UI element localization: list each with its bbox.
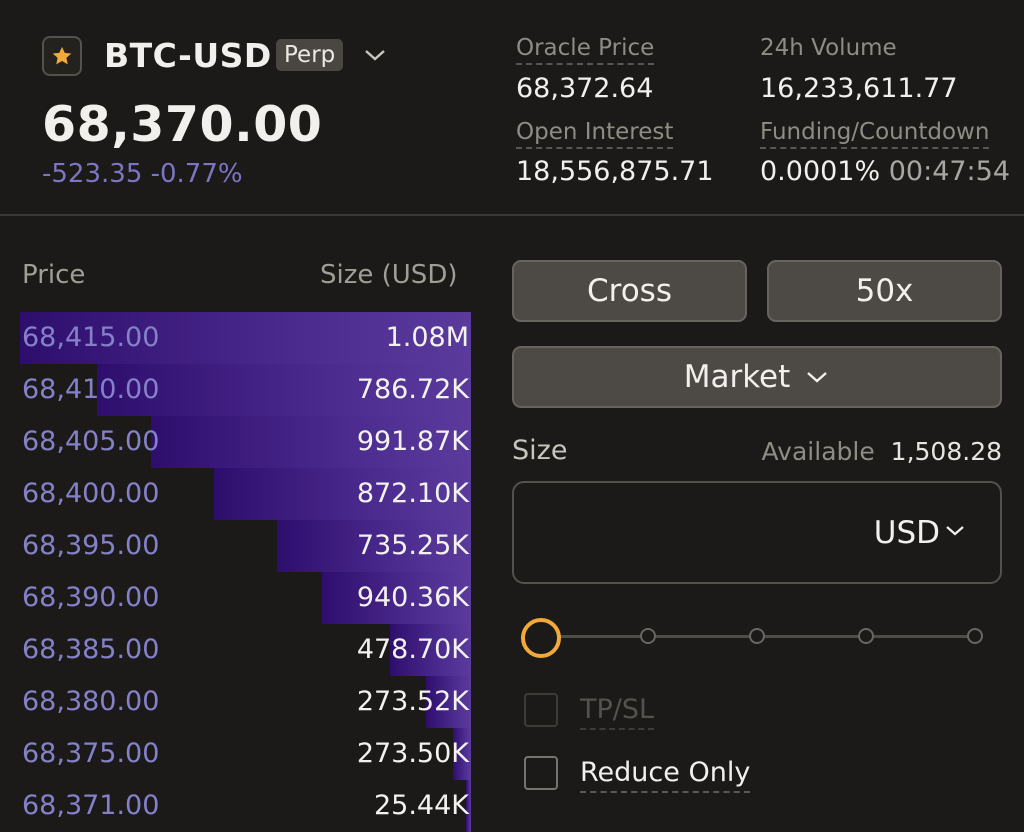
- reduce-only-checkbox[interactable]: [524, 756, 558, 790]
- orderbook-price: 68,390.00: [22, 582, 160, 613]
- orderbook-size: 25.44K: [373, 790, 469, 821]
- orderbook-size: 273.52K: [356, 686, 469, 717]
- orderbook-size-header: Size (USD): [320, 260, 458, 290]
- chevron-down-icon[interactable]: [944, 521, 966, 541]
- volume-label: 24h Volume: [760, 35, 897, 61]
- orderbook-size: 940.36K: [356, 582, 469, 613]
- funding-rate: 0.0001%: [760, 156, 881, 187]
- orderbook-size: 991.87K: [356, 426, 469, 457]
- oracle-price-label[interactable]: Oracle Price: [516, 33, 655, 65]
- size-label: Size: [512, 435, 568, 466]
- size-input[interactable]: USD: [512, 481, 1002, 584]
- orderbook-size: 1.08M: [385, 322, 469, 353]
- header-divider: [0, 214, 1024, 216]
- tpsl-label: TP/SL: [580, 692, 655, 730]
- star-icon: [52, 46, 72, 65]
- tpsl-checkbox[interactable]: [524, 693, 558, 727]
- orderbook-row[interactable]: 68,385.00 478.70K: [20, 624, 471, 676]
- depth-bar: [20, 312, 471, 364]
- price-change: -523.35 -0.77%: [42, 159, 243, 189]
- orderbook-row[interactable]: 68,405.00 991.87K: [20, 416, 471, 468]
- orderbook-price: 68,405.00: [22, 426, 160, 457]
- last-price: 68,370.00: [42, 96, 323, 153]
- orderbook-price: 68,400.00: [22, 478, 160, 509]
- chevron-down-icon[interactable]: [362, 44, 388, 66]
- funding-label[interactable]: Funding/Countdown: [760, 117, 990, 149]
- orderbook-size: 273.50K: [356, 738, 469, 769]
- funding-value: 0.0001% 00:47:54: [760, 155, 1010, 189]
- orderbook-row[interactable]: 68,371.00 25.44K: [20, 780, 471, 832]
- margin-mode-button[interactable]: Cross: [512, 260, 747, 322]
- slider-tick-50[interactable]: [749, 628, 765, 644]
- open-interest-value: 18,556,875.71: [516, 156, 714, 187]
- leverage-button[interactable]: 50x: [767, 260, 1002, 322]
- open-interest-label[interactable]: Open Interest: [516, 117, 674, 149]
- orderbook-row[interactable]: 68,380.00 273.52K: [20, 676, 471, 728]
- market-type-badge: Perp: [276, 39, 344, 71]
- orderbook-price: 68,375.00: [22, 738, 160, 769]
- order-type-select[interactable]: Market: [512, 346, 1002, 408]
- volume-value: 16,233,611.77: [760, 73, 958, 104]
- orderbook-row[interactable]: 68,400.00 872.10K: [20, 468, 471, 520]
- orderbook-row[interactable]: 68,415.00 1.08M: [20, 312, 471, 364]
- orderbook-price: 68,410.00: [22, 374, 160, 405]
- orderbook-price: 68,415.00: [22, 322, 160, 353]
- depth-bar: [277, 520, 471, 572]
- depth-bar: [214, 468, 471, 520]
- slider-tick-25[interactable]: [640, 628, 656, 644]
- depth-bar: [453, 728, 471, 780]
- market-symbol[interactable]: BTC-USD: [104, 36, 272, 75]
- size-unit-select[interactable]: USD: [873, 515, 940, 551]
- depth-bar: [322, 572, 471, 624]
- depth-bar: [390, 624, 471, 676]
- size-slider-thumb[interactable]: [521, 618, 561, 658]
- orderbook-row[interactable]: 68,410.00 786.72K: [20, 364, 471, 416]
- order-type-label: Market: [683, 359, 791, 395]
- slider-tick-75[interactable]: [858, 628, 874, 644]
- funding-countdown: 00:47:54: [888, 156, 1010, 187]
- orderbook-price-header: Price: [22, 260, 86, 290]
- chevron-down-icon: [807, 372, 828, 383]
- orderbook-size: 786.72K: [356, 374, 469, 405]
- orderbook-row[interactable]: 68,395.00 735.25K: [20, 520, 471, 572]
- orderbook-size: 735.25K: [356, 530, 469, 561]
- orderbook-size: 872.10K: [356, 478, 469, 509]
- orderbook-row[interactable]: 68,375.00 273.50K: [20, 728, 471, 780]
- orderbook-price: 68,385.00: [22, 634, 160, 665]
- available-value: 1,508.28: [890, 437, 1002, 466]
- favorite-button[interactable]: [42, 36, 82, 76]
- depth-bar: [97, 364, 471, 416]
- orderbook-price: 68,371.00: [22, 790, 160, 821]
- available-balance: Available 1,508.28: [762, 436, 1002, 468]
- depth-bar: [426, 676, 471, 728]
- oracle-price-value: 68,372.64: [516, 73, 654, 104]
- depth-bar: [151, 416, 471, 468]
- orderbook-price: 68,380.00: [22, 686, 160, 717]
- orderbook-price: 68,395.00: [22, 530, 160, 561]
- slider-tick-100[interactable]: [967, 628, 983, 644]
- orderbook-size: 478.70K: [356, 634, 469, 665]
- available-label: Available: [761, 437, 875, 466]
- reduce-only-label: Reduce Only: [580, 755, 751, 793]
- orderbook-row[interactable]: 68,390.00 940.36K: [20, 572, 471, 624]
